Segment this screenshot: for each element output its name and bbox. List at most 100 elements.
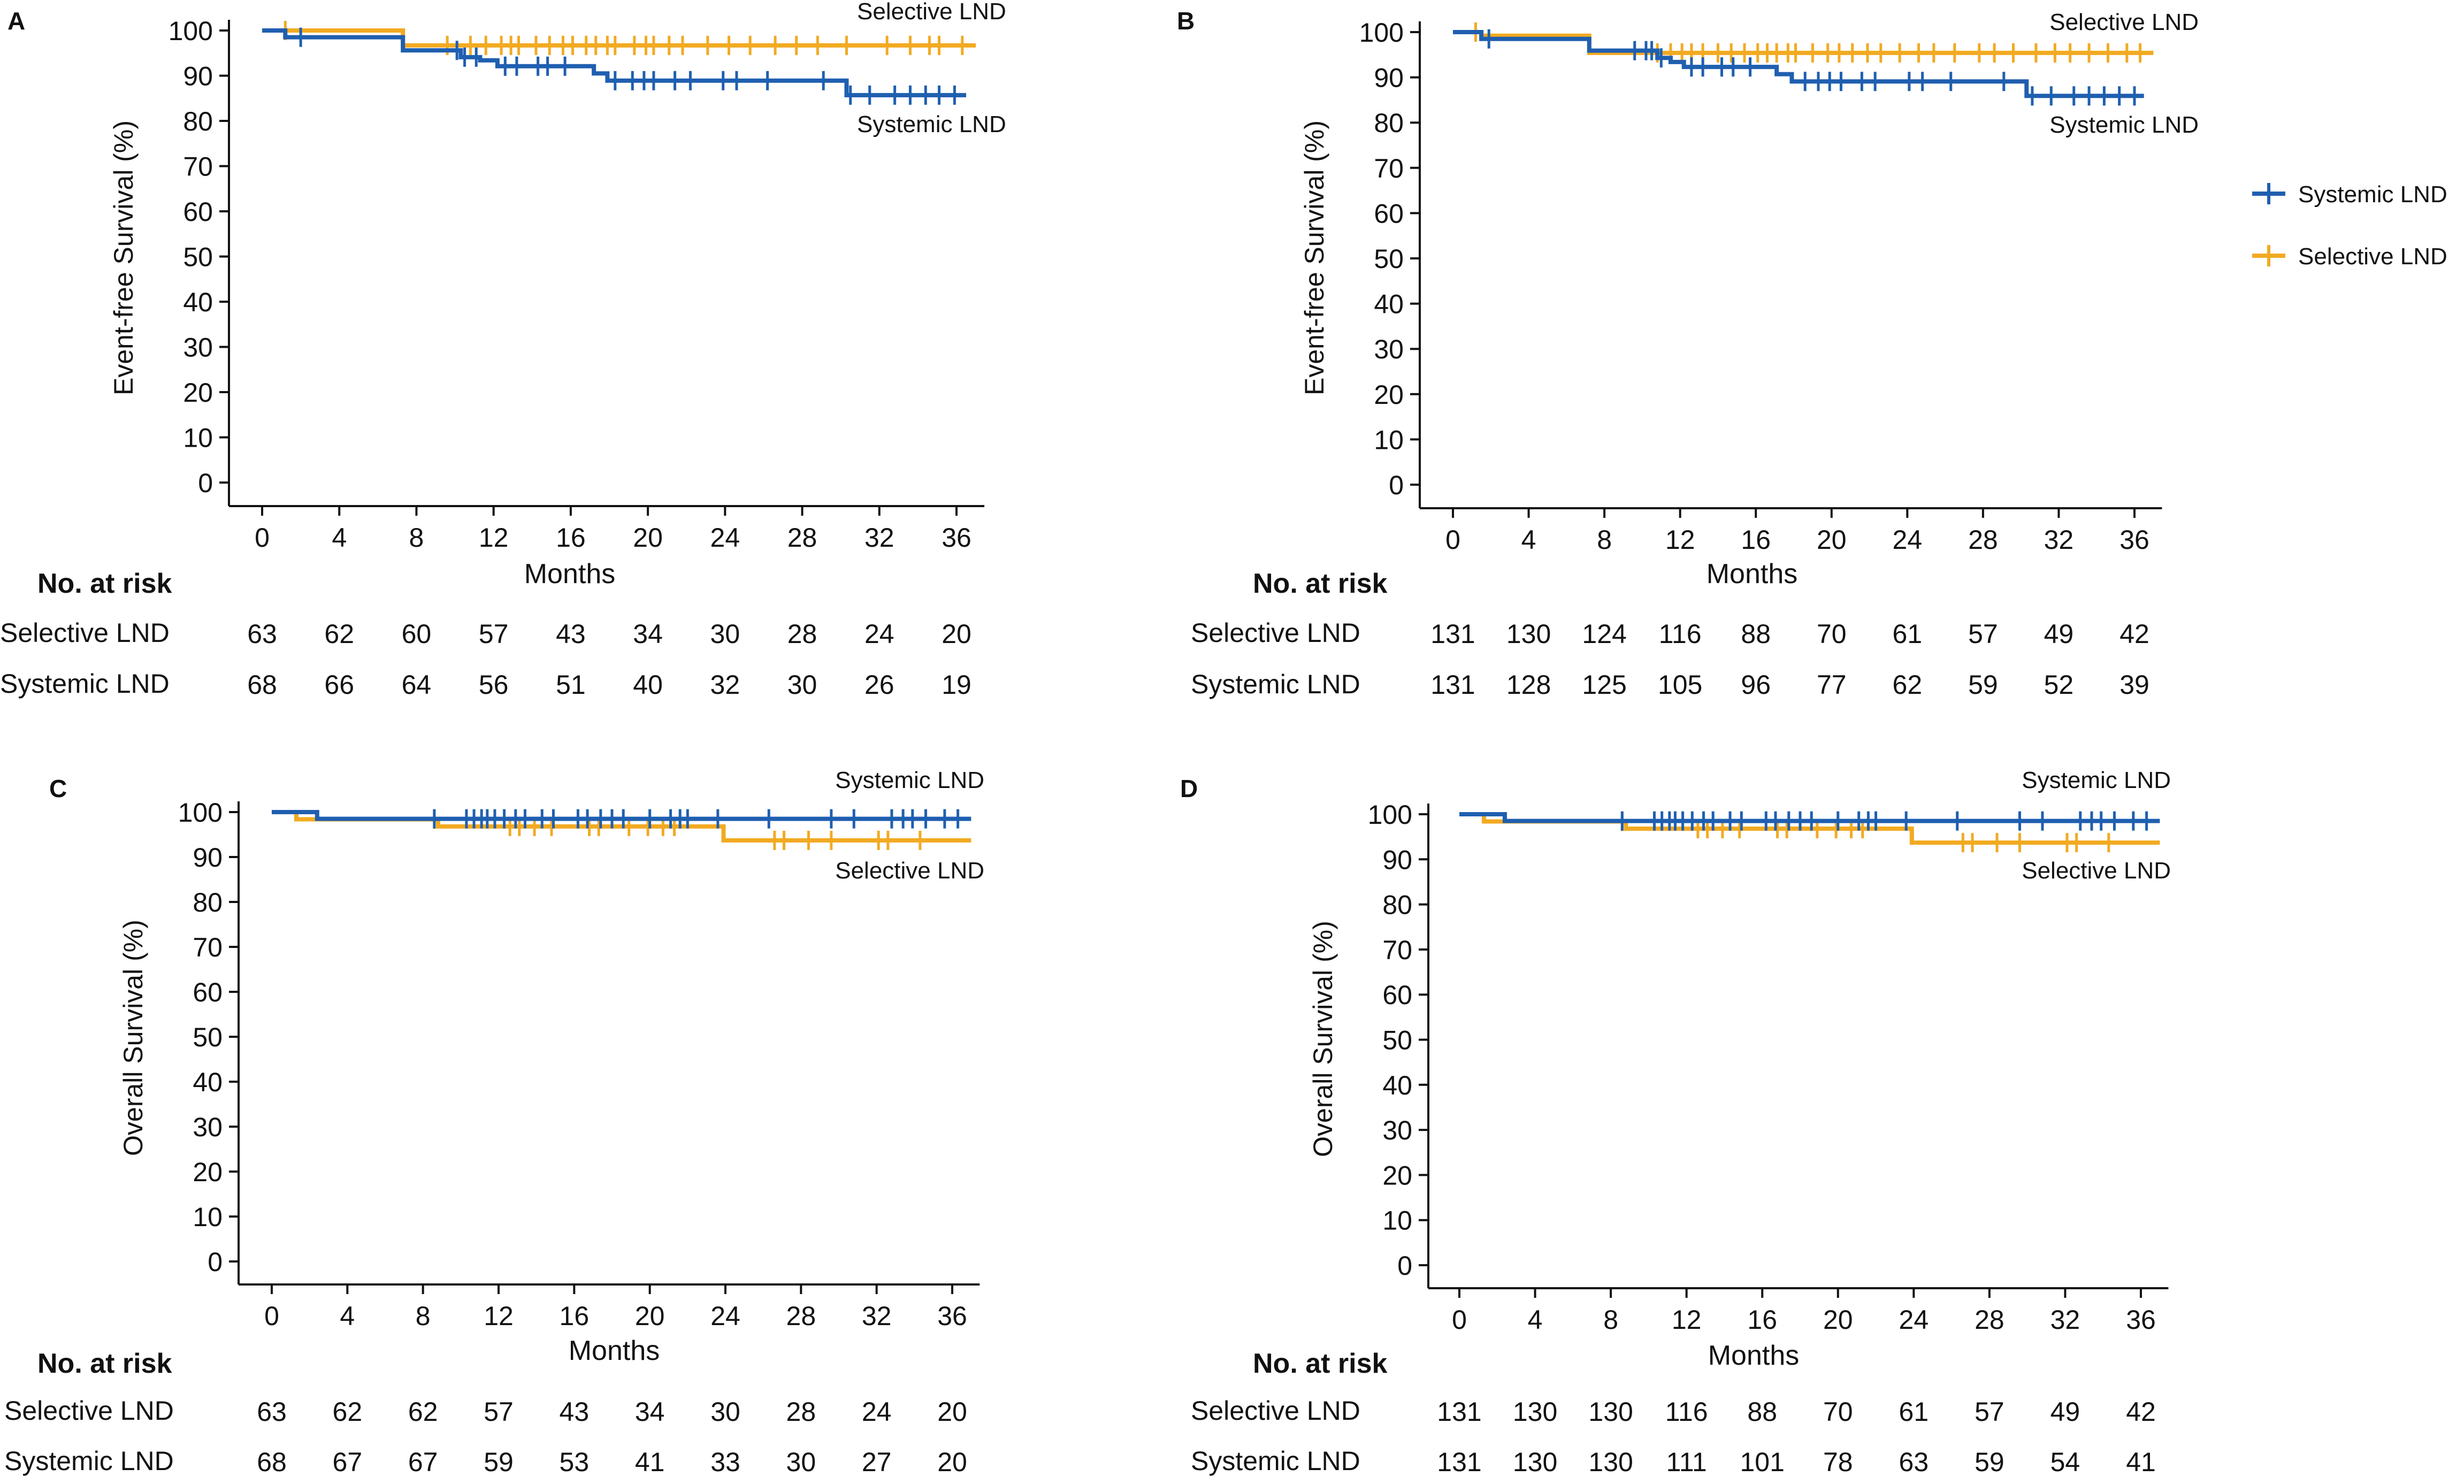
risk-value: 20	[937, 1447, 967, 1477]
y-tick-label: 70	[1382, 935, 1412, 965]
risk-row-label: Selective LND	[4, 1396, 174, 1426]
risk-value: 62	[333, 1397, 363, 1427]
risk-value: 67	[333, 1447, 363, 1477]
risk-value: 32	[710, 670, 740, 700]
legend-label: Systemic LND	[2298, 181, 2447, 208]
risk-value: 128	[1506, 670, 1551, 700]
risk-value: 63	[1899, 1447, 1929, 1477]
x-tick-label: 0	[1452, 1305, 1467, 1335]
y-tick-label: 70	[193, 932, 223, 962]
y-tick-label: 90	[1374, 63, 1404, 93]
y-tick-label: 80	[1374, 108, 1404, 138]
risk-value: 130	[1513, 1447, 1557, 1477]
risk-value: 30	[786, 1447, 816, 1477]
km-curve-systemic	[1459, 812, 2160, 823]
risk-value: 60	[402, 619, 432, 649]
x-tick-label: 32	[864, 523, 894, 553]
y-axis-label: Overall Survival (%)	[1308, 921, 1338, 1157]
y-tick-label: 100	[169, 16, 213, 46]
x-tick-label: 28	[1968, 525, 1998, 555]
risk-value: 39	[2119, 670, 2149, 700]
risk-value: 30	[710, 1397, 740, 1427]
x-tick-label: 36	[2119, 525, 2149, 555]
y-tick-label: 90	[183, 62, 213, 91]
y-tick-label: 80	[193, 888, 223, 917]
risk-value: 64	[402, 670, 432, 700]
panel-letter: D	[1180, 775, 1198, 802]
risk-value: 57	[484, 1397, 514, 1427]
y-tick-label: 100	[1368, 800, 1412, 830]
risk-value: 116	[1665, 1397, 1708, 1427]
risk-value: 34	[635, 1397, 665, 1427]
y-tick-label: 70	[183, 152, 213, 182]
risk-value: 131	[1437, 1397, 1481, 1427]
risk-value: 130	[1588, 1397, 1633, 1427]
y-tick-label: 80	[1382, 890, 1412, 920]
y-tick-label: 60	[1374, 198, 1404, 228]
y-tick-label: 30	[193, 1112, 223, 1142]
risk-value: 101	[1740, 1447, 1785, 1477]
risk-value: 30	[710, 619, 740, 649]
y-tick-label: 0	[198, 468, 213, 498]
risk-value: 49	[2050, 1397, 2080, 1427]
y-tick-label: 10	[1374, 425, 1404, 455]
risk-row-label: Systemic LND	[0, 669, 170, 699]
risk-value: 30	[787, 670, 817, 700]
risk-value: 68	[257, 1447, 287, 1477]
risk-table-title: No. at risk	[37, 568, 172, 599]
series-label-systemic: Systemic LND	[2049, 112, 2199, 138]
risk-value: 61	[1893, 619, 1923, 649]
y-tick-label: 50	[183, 242, 213, 272]
risk-value: 20	[937, 1397, 967, 1427]
risk-value: 54	[2050, 1447, 2080, 1477]
panel-letter: C	[49, 775, 67, 802]
y-tick-label: 20	[193, 1157, 223, 1187]
risk-value: 41	[635, 1447, 665, 1477]
y-tick-label: 20	[183, 378, 213, 408]
x-tick-label: 24	[1899, 1305, 1929, 1335]
risk-value: 42	[2126, 1397, 2156, 1427]
risk-value: 56	[479, 670, 509, 700]
risk-value: 34	[633, 619, 663, 649]
risk-row-label: Selective LND	[1191, 618, 1360, 648]
risk-value: 52	[2044, 670, 2074, 700]
risk-table-title: No. at risk	[1253, 1348, 1387, 1379]
risk-value: 28	[787, 619, 817, 649]
y-tick-label: 80	[183, 106, 213, 136]
y-tick-label: 30	[183, 333, 213, 363]
risk-value: 62	[324, 619, 354, 649]
risk-value: 24	[862, 1397, 892, 1427]
x-tick-label: 24	[710, 523, 740, 553]
x-tick-label: 0	[255, 523, 270, 553]
x-tick-label: 0	[264, 1301, 279, 1331]
risk-value: 57	[1968, 619, 1998, 649]
risk-value: 33	[710, 1447, 740, 1477]
x-tick-label: 24	[710, 1301, 740, 1331]
risk-row-label: Systemic LND	[4, 1446, 174, 1476]
km-curve-selective	[272, 810, 971, 843]
x-tick-label: 8	[1603, 1305, 1618, 1335]
risk-table-title: No. at risk	[37, 1348, 172, 1379]
series-label-selective: Selective LND	[2049, 9, 2199, 35]
y-tick-label: 10	[183, 423, 213, 453]
risk-value: 70	[1817, 619, 1847, 649]
risk-value: 96	[1741, 670, 1771, 700]
risk-value: 63	[257, 1397, 287, 1427]
x-tick-label: 0	[1445, 525, 1460, 555]
panel-b: B 0 10 20 30 40 50 60 70 80 90 100 0 4 8 12 16 20 24 28 32 36…	[1177, 7, 2199, 700]
risk-value: 131	[1430, 619, 1475, 649]
x-tick-label: 32	[2050, 1305, 2080, 1335]
risk-value: 68	[247, 670, 277, 700]
x-tick-label: 12	[1672, 1305, 1702, 1335]
legend-item: Systemic LND	[2252, 181, 2447, 208]
x-tick-label: 16	[560, 1301, 590, 1331]
x-axis-label: Months	[1707, 559, 1798, 590]
legend-label: Selective LND	[2298, 243, 2447, 270]
x-axis-label: Months	[569, 1335, 660, 1366]
risk-row-label: Selective LND	[1191, 1396, 1360, 1426]
risk-value: 131	[1437, 1447, 1481, 1477]
risk-value: 125	[1582, 670, 1626, 700]
risk-value: 61	[1899, 1397, 1929, 1427]
x-tick-label: 16	[1747, 1305, 1777, 1335]
